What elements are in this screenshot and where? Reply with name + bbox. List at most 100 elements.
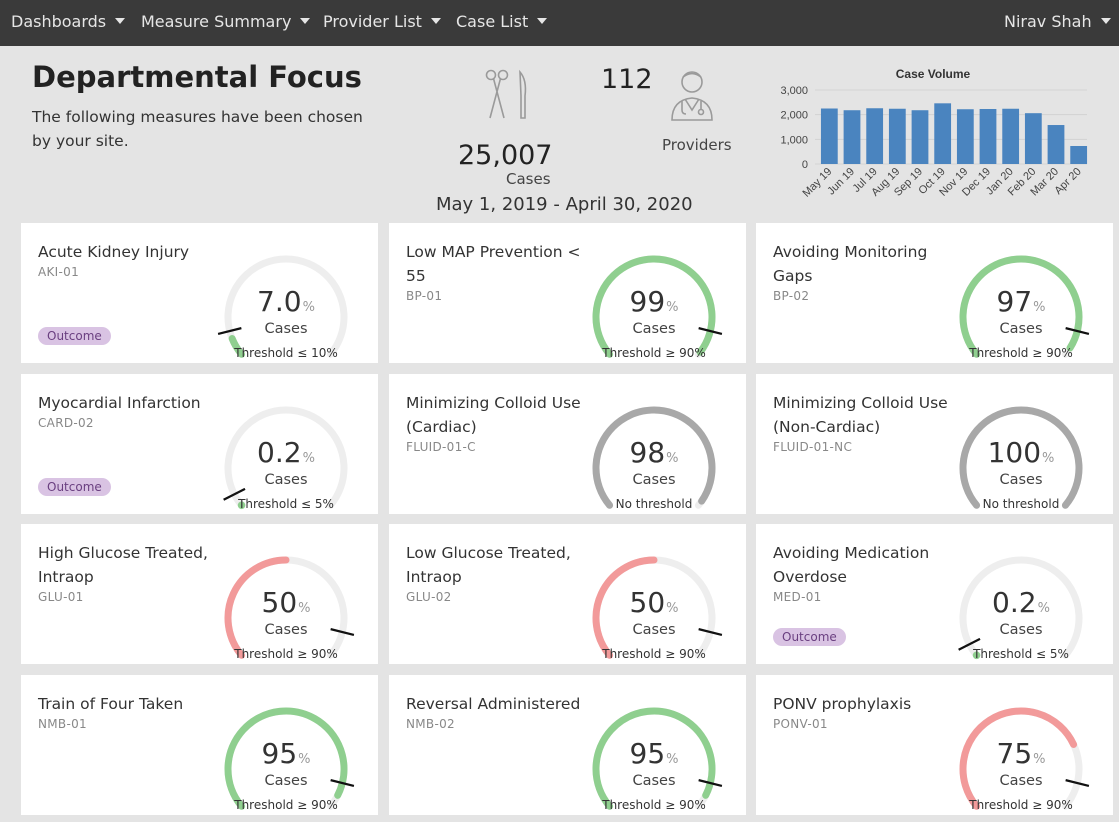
caret-down-icon xyxy=(537,18,548,24)
caret-down-icon xyxy=(430,18,441,24)
gauge-fill xyxy=(224,707,348,810)
nav-provider-list-menu[interactable]: Provider List xyxy=(323,12,441,31)
chart-bar[interactable] xyxy=(1070,145,1088,164)
measure-title: Myocardial Infarction xyxy=(38,394,201,412)
threshold-marker xyxy=(217,327,242,336)
threshold-marker xyxy=(330,779,355,788)
gauge-unit: % xyxy=(298,601,311,616)
threshold-marker xyxy=(1065,327,1090,336)
nav-measure-summary-menu[interactable]: Measure Summary xyxy=(141,12,311,31)
measure-card[interactable]: Low Glucose Treated, Intraop GLU-02 50% Cas… xyxy=(389,524,746,664)
measure-title: Low MAP Prevention < 55 xyxy=(406,243,581,285)
gauge-value-wrap: 0.2% xyxy=(206,436,366,469)
chart-bar[interactable] xyxy=(979,108,997,164)
measure-code: PONV-01 xyxy=(773,717,828,731)
measure-card[interactable]: Acute Kidney Injury AKI-01 Outcome 7.0% Case… xyxy=(21,223,378,363)
gauge-value: 7.0 xyxy=(257,285,302,318)
measure-card[interactable]: Train of Four Taken NMB-01 95% Cases Thresho… xyxy=(21,675,378,815)
gauge-fill xyxy=(592,255,716,358)
chart-bar[interactable] xyxy=(866,108,884,164)
gauge-cases-label: Cases xyxy=(632,622,676,638)
measure-code: BP-01 xyxy=(406,289,443,303)
gauge xyxy=(959,406,1083,509)
threshold-text: Threshold ≥ 90% xyxy=(602,346,706,360)
gauge-unit: % xyxy=(1042,451,1055,466)
threshold-text: No threshold xyxy=(615,497,693,511)
nav-case-list-menu[interactable]: Case List xyxy=(456,12,548,31)
gauge xyxy=(959,707,1090,810)
user-menu[interactable]: Nirav Shah xyxy=(1004,12,1111,31)
caret-down-icon xyxy=(300,18,311,24)
measure-card[interactable]: Minimizing Colloid Use (Non-Cardiac) FLUI… xyxy=(756,374,1113,514)
measure-card[interactable]: High Glucose Treated, Intraop GLU-01 50% Ca… xyxy=(21,524,378,664)
gauge-cases-label: Cases xyxy=(264,622,308,638)
caret-down-icon xyxy=(115,18,126,24)
outcome-badge: Outcome xyxy=(773,628,846,646)
gauge-value-wrap: 50% xyxy=(206,586,366,619)
gauge-fill xyxy=(228,335,246,358)
gauge-cases-label: Cases xyxy=(999,622,1043,638)
measure-card[interactable]: Avoiding Medication Overdose MED-01 Outcom… xyxy=(756,524,1113,664)
gauge-value: 50 xyxy=(629,586,666,619)
measure-card[interactable]: Myocardial Infarction CARD-02 Outcome 0.2% C… xyxy=(21,374,378,514)
gauge-value-wrap: 95% xyxy=(206,737,366,770)
chart-bar[interactable] xyxy=(843,110,861,164)
measure-card[interactable]: Avoiding Monitoring Gaps BP-02 97% Cases Thr… xyxy=(756,223,1113,363)
gauge-unit: % xyxy=(1033,300,1046,315)
gauge-value: 50 xyxy=(261,586,298,619)
gauge xyxy=(224,707,355,810)
page-subtitle: The following measures have been chosen … xyxy=(32,108,363,150)
measure-card[interactable]: Low MAP Prevention < 55 BP-01 99% Cases Thre… xyxy=(389,223,746,363)
threshold-marker xyxy=(698,628,723,637)
measure-card[interactable]: Reversal Administered NMB-02 95% Cases Thres… xyxy=(389,675,746,815)
gauge-cases-label: Cases xyxy=(999,773,1043,789)
measure-card[interactable]: PONV prophylaxis PONV-01 75% Cases Threshold… xyxy=(756,675,1113,815)
measure-title: Avoiding Monitoring Gaps xyxy=(773,243,928,285)
threshold-text: Threshold ≥ 90% xyxy=(234,647,338,661)
threshold-text: Threshold ≤ 10% xyxy=(234,346,338,360)
doctor-icon xyxy=(671,71,713,121)
chart-bar[interactable] xyxy=(1047,125,1065,164)
measure-code: NMB-01 xyxy=(38,717,87,731)
cases-label: Cases xyxy=(506,170,551,188)
gauge-cases-label: Cases xyxy=(632,773,676,789)
chart-bar[interactable] xyxy=(956,109,974,164)
gauge-fill xyxy=(959,707,1078,810)
measure-title: Minimizing Colloid Use (Non-Cardiac) xyxy=(773,394,948,436)
gauge-cases-label: Cases xyxy=(264,321,308,337)
gauge xyxy=(223,406,348,510)
gauge-value: 95 xyxy=(629,737,666,770)
gauge xyxy=(959,255,1090,358)
measure-title: PONV prophylaxis xyxy=(773,695,912,713)
measure-code: BP-02 xyxy=(773,289,810,303)
chart-bar[interactable] xyxy=(888,108,906,164)
threshold-marker xyxy=(223,487,246,501)
chart-bar[interactable] xyxy=(911,110,929,164)
gauge-value-wrap: 7.0% xyxy=(206,285,366,318)
nav-dashboards-menu[interactable]: Dashboards xyxy=(11,12,126,31)
gauge-cases-label: Cases xyxy=(264,773,308,789)
gauge-value: 75 xyxy=(996,737,1033,770)
measure-title: High Glucose Treated, Intraop xyxy=(38,544,208,586)
measure-code: NMB-02 xyxy=(406,717,455,731)
threshold-text: No threshold xyxy=(982,497,1060,511)
gauge-fill xyxy=(237,501,246,510)
threshold-text: Threshold ≥ 90% xyxy=(602,647,706,661)
nav-label: Measure Summary xyxy=(141,12,292,31)
measure-title: Acute Kidney Injury xyxy=(38,243,190,261)
chart-bar[interactable] xyxy=(934,103,952,164)
measure-code: AKI-01 xyxy=(38,265,80,279)
gauge-value-wrap: 50% xyxy=(574,586,734,619)
measure-title: Low Glucose Treated, Intraop xyxy=(406,544,571,586)
threshold-text: Threshold ≤ 5% xyxy=(973,647,1069,661)
outcome-badge: Outcome xyxy=(38,327,111,345)
chart-bar[interactable] xyxy=(1002,108,1020,164)
gauge-track xyxy=(224,406,348,509)
gauge-value-wrap: 0.2% xyxy=(941,586,1101,619)
gauge-cases-label: Cases xyxy=(264,472,308,488)
chart-bar[interactable] xyxy=(1024,113,1042,164)
chart-bar[interactable] xyxy=(820,108,838,165)
measure-card[interactable]: Minimizing Colloid Use (Cardiac) FLUID-01… xyxy=(389,374,746,514)
threshold-text: Threshold ≥ 90% xyxy=(969,346,1073,360)
gauge-value-wrap: 100% xyxy=(941,436,1101,469)
